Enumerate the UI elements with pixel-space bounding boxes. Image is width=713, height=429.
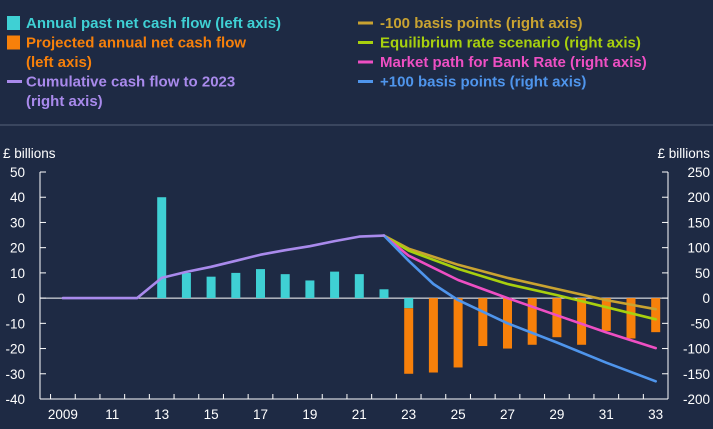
series-line	[382, 234, 658, 321]
right-axis-title: £ billions	[657, 146, 710, 161]
right-tick-label: -200	[683, 392, 710, 407]
x-axis: 2009 11 13 15 17 19 21 23 25 27 29 31 33	[40, 297, 668, 422]
left-tick-label: -10	[5, 316, 25, 331]
bar	[626, 298, 636, 339]
legend-label: -100 basis points (right axis)	[380, 15, 583, 32]
plot-area	[61, 197, 661, 383]
legend-swatch	[7, 16, 20, 30]
bar	[478, 298, 488, 347]
bar	[354, 274, 364, 299]
right-tick-label: 50	[695, 266, 710, 281]
x-tick-label: 17	[253, 407, 268, 422]
left-tick-label: -30	[5, 367, 25, 382]
x-tick-label: 25	[451, 407, 466, 422]
left-axis-title: £ billions	[3, 146, 56, 161]
series-line	[61, 234, 386, 300]
bar	[280, 274, 290, 299]
legend-label: Projected annual net cash flow	[26, 35, 246, 52]
legend-label: Market path for Bank Rate (right axis)	[380, 54, 647, 71]
bar	[256, 269, 265, 299]
x-tick-label: 19	[302, 407, 317, 422]
series-line	[382, 234, 658, 311]
left-tick-label: -40	[5, 392, 25, 407]
left-tick-label: 30	[10, 215, 25, 230]
x-tick-label: 15	[204, 407, 219, 422]
left-axis: 50 40 30 20 10 0 -10 -20 -30 -40	[5, 165, 46, 407]
left-tick-label: 40	[10, 190, 25, 205]
series-line	[382, 234, 658, 350]
legend-label: Cumulative cash flow to 2023	[26, 74, 235, 91]
bar	[206, 276, 216, 299]
legend-swatch	[7, 35, 20, 50]
right-tick-label: -50	[690, 316, 710, 331]
legend: Annual past net cash flow (left axis) Pro…	[7, 15, 647, 110]
right-tick-label: -150	[683, 367, 710, 382]
bar	[330, 271, 340, 299]
left-tick-label: 20	[10, 241, 25, 256]
x-tick-label: 21	[352, 407, 367, 422]
x-tick-label: 23	[401, 407, 416, 422]
bar	[379, 289, 389, 299]
right-tick-label: 100	[687, 241, 710, 256]
bar	[577, 298, 587, 345]
bar	[552, 298, 562, 338]
bar	[453, 298, 463, 368]
bar	[305, 280, 315, 299]
x-tick-label: 13	[154, 407, 169, 422]
x-tick-label: 29	[549, 407, 564, 422]
left-tick-label: -20	[5, 342, 25, 357]
right-axis: 250 200 150 100 50 0 -50 -100 -150 -200	[662, 165, 710, 407]
legend-label: +100 basis points (right axis)	[380, 74, 586, 91]
right-tick-label: -100	[683, 342, 710, 357]
bar	[157, 197, 167, 299]
x-tick-label: 27	[500, 407, 515, 422]
right-tick-label: 250	[687, 165, 710, 180]
left-tick-label: 10	[10, 266, 25, 281]
left-tick-label: 0	[17, 291, 25, 306]
bar	[404, 298, 414, 309]
bar	[527, 298, 537, 345]
x-tick-label: 11	[105, 407, 119, 422]
bar	[651, 298, 661, 333]
legend-label: (left axis)	[26, 54, 92, 71]
x-tick-label: 2009	[48, 407, 78, 422]
right-tick-label: 150	[687, 215, 710, 230]
legend-label: Annual past net cash flow (left axis)	[26, 15, 281, 32]
bar	[404, 308, 414, 374]
right-tick-label: 200	[687, 190, 710, 205]
bar	[231, 272, 241, 299]
right-tick-label: 0	[702, 291, 710, 306]
legend-label: Equilibrium rate scenario (right axis)	[380, 35, 641, 52]
x-tick-label: 33	[648, 407, 663, 422]
left-tick-label: 50	[10, 165, 25, 180]
bar	[181, 272, 191, 299]
legend-label: (right axis)	[26, 93, 103, 110]
series-line	[382, 234, 658, 383]
bar	[428, 298, 438, 373]
bar	[601, 298, 611, 331]
x-tick-label: 31	[599, 407, 614, 422]
